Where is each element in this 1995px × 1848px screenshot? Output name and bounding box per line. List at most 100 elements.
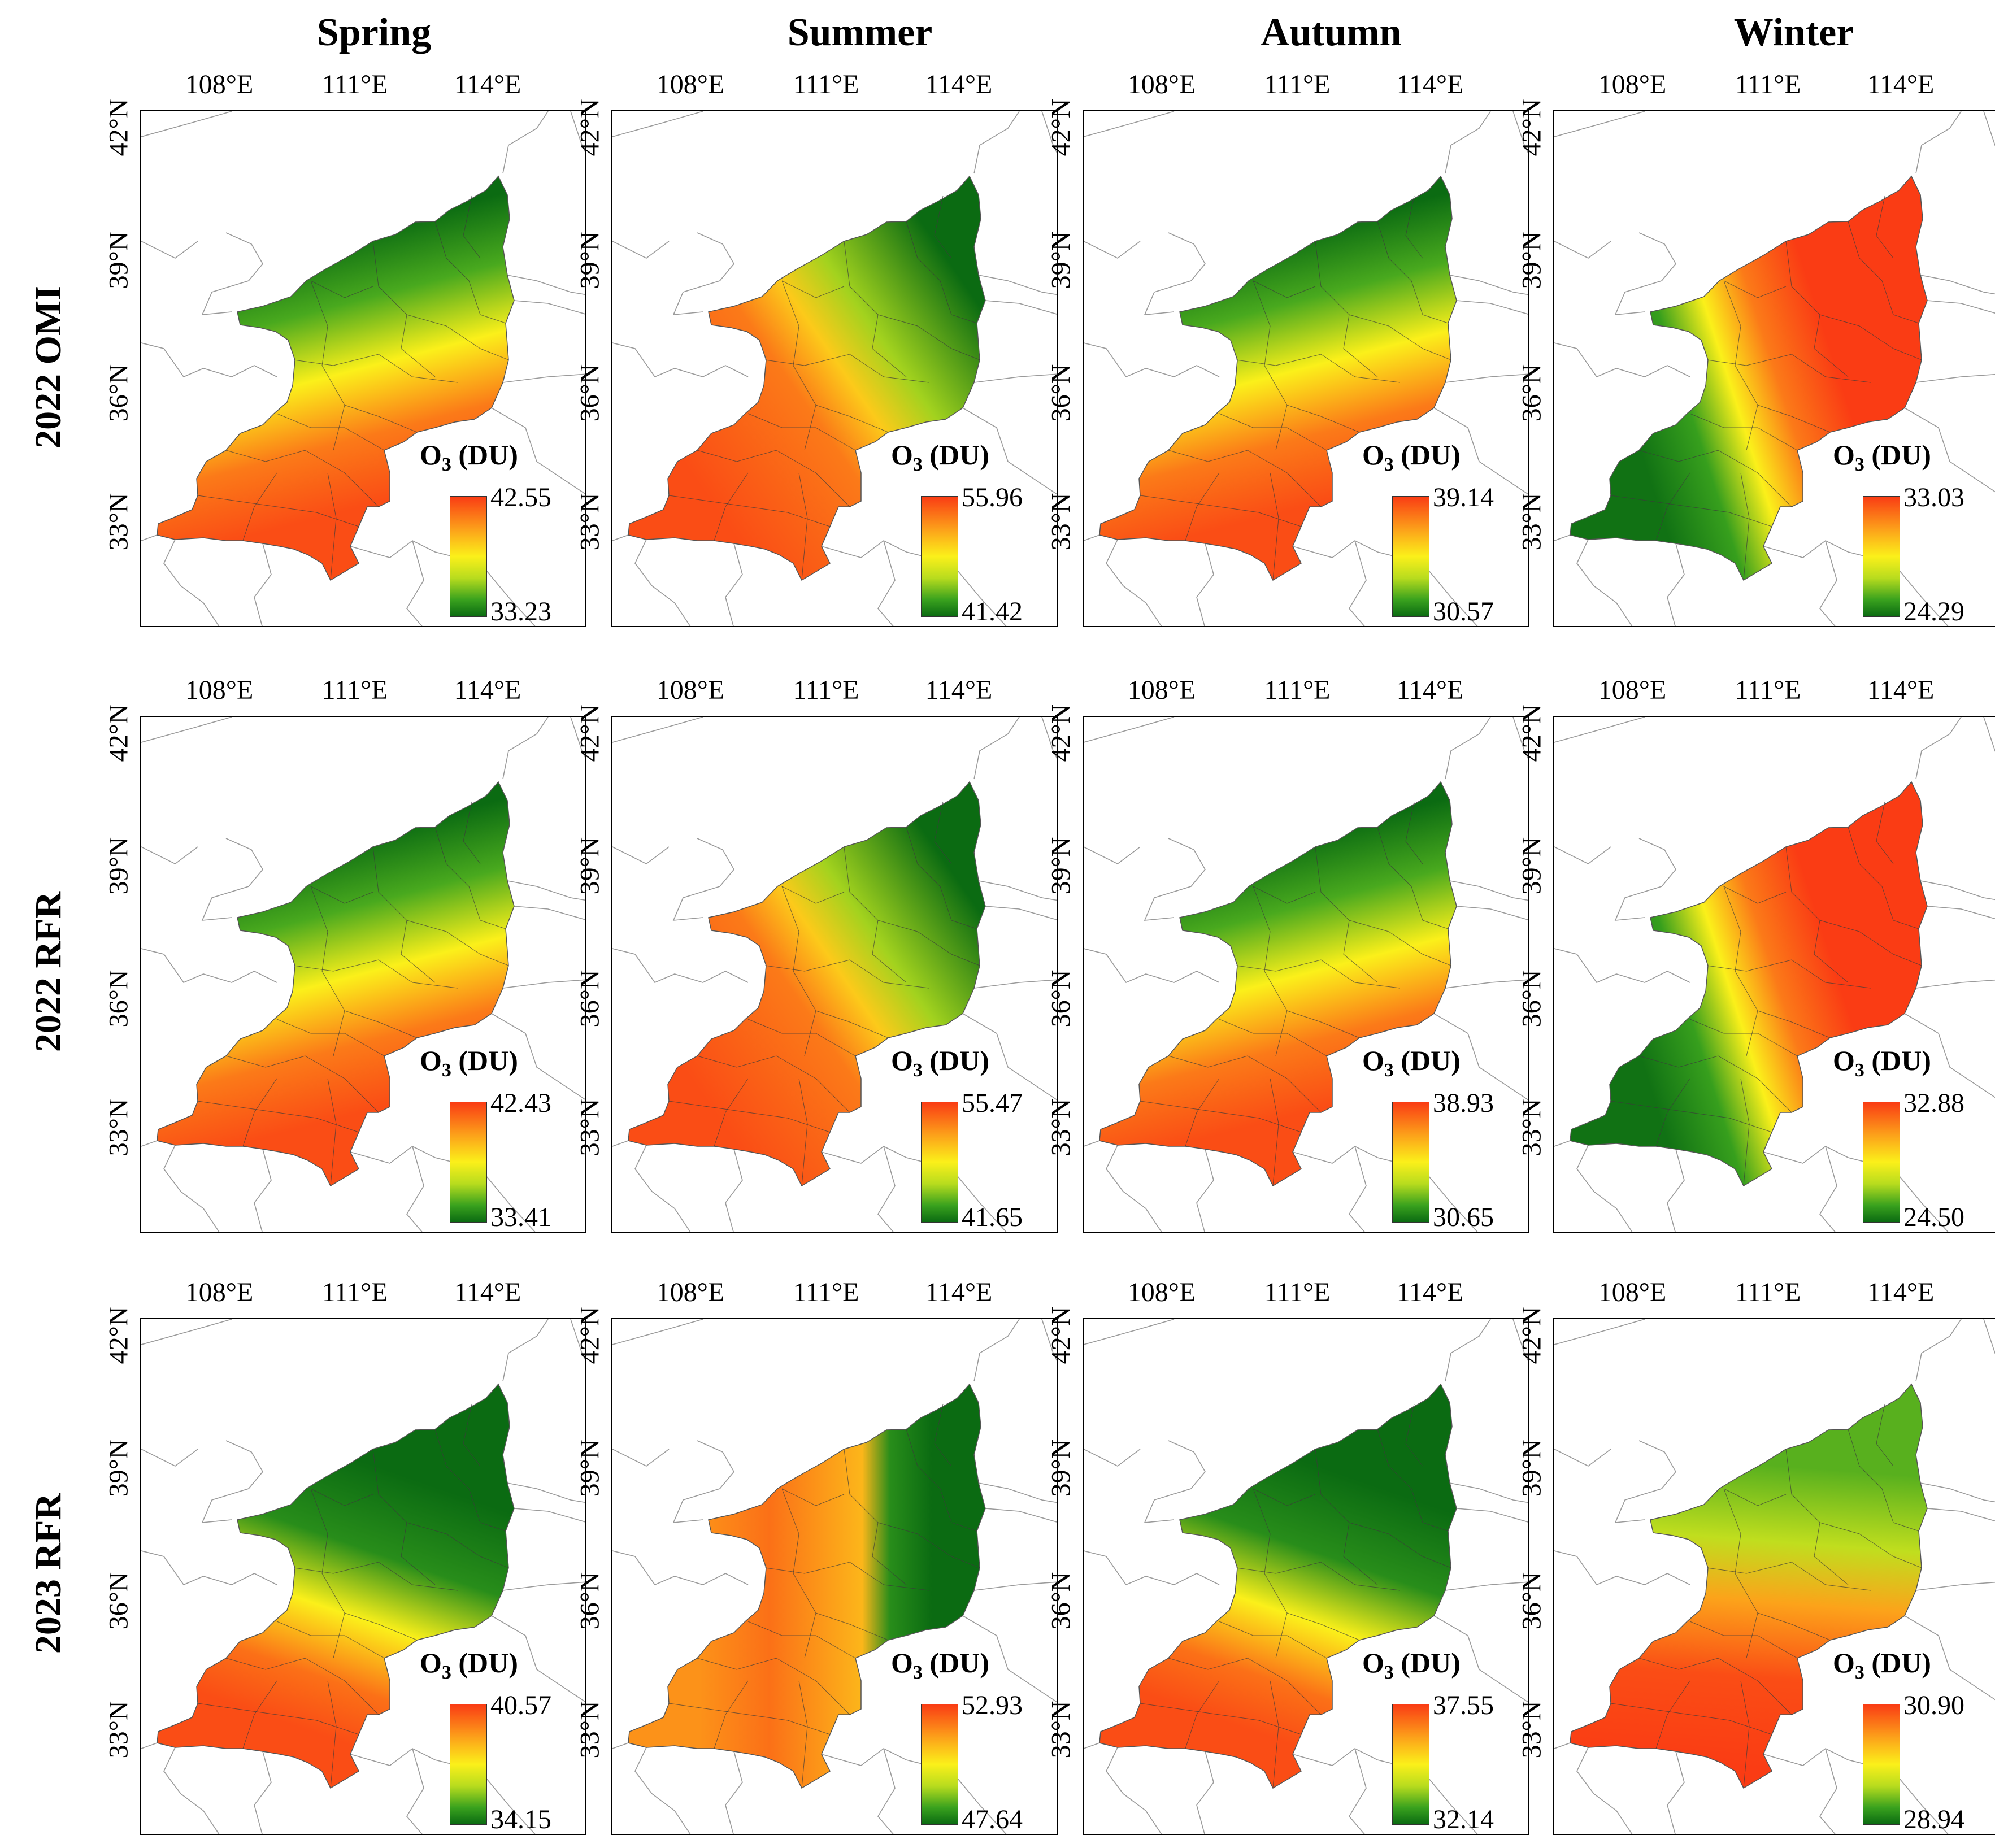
district-boundary: [781, 1488, 816, 1659]
lon-tick-label: 114°E: [454, 675, 521, 705]
district-boundary: [1655, 472, 1690, 541]
province-boundary: [962, 1013, 1057, 1101]
district-boundary: [1253, 1488, 1316, 1506]
province-boundary: [877, 1748, 896, 1834]
province-boundary: [141, 1140, 158, 1147]
ozone-region: [1570, 1383, 1928, 1789]
province-boundary: [1084, 534, 1100, 541]
legend-min-value: 33.41: [490, 1202, 551, 1232]
district-boundary: [406, 1522, 509, 1568]
province-boundary: [1920, 275, 1995, 295]
province-boundary: [612, 948, 749, 983]
lon-tick-label: 114°E: [1867, 69, 1935, 99]
lat-tick-label: 42°N: [103, 1306, 134, 1364]
district-boundary: [1819, 314, 1922, 360]
province-boundary: [406, 1748, 424, 1834]
province-boundary: [973, 373, 1057, 383]
district-boundary: [781, 280, 845, 298]
district-boundary: [1219, 1621, 1327, 1659]
map-panel-autumn-2022-omi: [1083, 110, 1529, 627]
row-title-2022-rfr: 2022 RFR: [28, 891, 69, 1053]
map-panel-autumn-2022-rfr: [1083, 716, 1529, 1233]
color-bar: [450, 1102, 487, 1223]
province-boundary: [634, 1145, 691, 1232]
district-boundary: [1253, 280, 1316, 298]
district-boundary: [714, 472, 749, 541]
color-bar: [921, 1102, 958, 1223]
lon-tick-label: 108°E: [656, 69, 725, 99]
province-boundary: [1763, 1748, 1949, 1834]
province-boundary: [514, 300, 585, 315]
province-boundary: [507, 275, 585, 295]
lat-tick-label: 42°N: [1516, 704, 1547, 762]
district-boundary: [747, 413, 856, 451]
province-boundary: [502, 1581, 585, 1591]
lon-tick-label: 111°E: [793, 69, 859, 99]
lon-tick-label: 114°E: [454, 1277, 521, 1307]
district-boundary: [1706, 354, 1871, 383]
district-boundary: [1819, 1522, 1922, 1568]
province-boundary: [612, 241, 670, 259]
province-boundary: [1554, 342, 1690, 377]
province-boundary: [1512, 111, 1528, 153]
district-boundary: [1270, 1078, 1279, 1186]
district-boundary: [1270, 1680, 1279, 1789]
province-boundary: [406, 1146, 424, 1232]
legend-title: O3 (DU): [891, 439, 989, 475]
province-boundary: [1144, 1440, 1206, 1523]
province-boundary: [570, 717, 585, 759]
district-boundary: [1253, 1488, 1288, 1659]
province-boundary: [1667, 1149, 1685, 1232]
district-boundary: [877, 314, 980, 360]
province-boundary: [163, 1747, 220, 1834]
province-boundary: [1554, 717, 1645, 743]
legend-title: O3 (DU): [420, 439, 518, 475]
province-boundary: [1084, 111, 1175, 137]
lon-tick-label: 111°E: [1735, 1277, 1801, 1307]
lat-tick-label: 33°N: [575, 1098, 605, 1156]
district-boundary: [934, 801, 952, 864]
district-boundary: [1876, 1403, 1894, 1467]
province-boundary: [141, 1449, 198, 1467]
province-boundary: [254, 1751, 272, 1834]
district-boundary: [1723, 886, 1787, 904]
district-boundary: [1140, 1101, 1302, 1133]
district-boundary: [1140, 1703, 1302, 1735]
province-boundary: [634, 1747, 691, 1834]
province-boundary: [1084, 1140, 1100, 1147]
lat-tick-label: 36°N: [575, 1572, 605, 1629]
ozone-region: [628, 175, 986, 581]
province-boundary: [978, 1482, 1057, 1503]
province-boundary: [1554, 111, 1645, 137]
district-boundary: [934, 1403, 952, 1467]
lon-tick-label: 111°E: [1264, 69, 1331, 99]
province-boundary: [1763, 1146, 1949, 1232]
district-boundary: [1270, 472, 1279, 581]
lat-tick-label: 39°N: [1046, 1439, 1076, 1497]
province-boundary: [1292, 1748, 1478, 1834]
lat-tick-label: 42°N: [103, 98, 134, 156]
legend-title: O3 (DU): [1833, 439, 1931, 475]
province-boundary: [612, 1550, 749, 1585]
province-boundary: [1667, 543, 1685, 626]
province-boundary: [570, 111, 585, 153]
province-boundary: [1554, 1550, 1690, 1585]
ozone-region: [157, 175, 515, 581]
district-boundary: [310, 1488, 345, 1659]
district-boundary: [344, 1010, 418, 1038]
lat-tick-label: 39°N: [103, 837, 134, 894]
province-boundary: [1915, 717, 1962, 780]
legend-min-value: 32.14: [1433, 1804, 1494, 1834]
province-boundary: [978, 275, 1057, 295]
province-boundary: [1084, 342, 1220, 377]
province-boundary: [612, 717, 703, 743]
lon-tick-label: 108°E: [185, 675, 254, 705]
color-bar: [450, 1704, 487, 1825]
province-boundary: [672, 838, 734, 921]
color-bar: [1863, 1704, 1900, 1825]
column-title-autumn: Autumn: [1261, 11, 1402, 54]
ozone-region: [628, 781, 986, 1187]
legend-title: O3 (DU): [420, 1045, 518, 1081]
province-boundary: [612, 1742, 629, 1749]
lon-tick-label: 114°E: [925, 675, 993, 705]
